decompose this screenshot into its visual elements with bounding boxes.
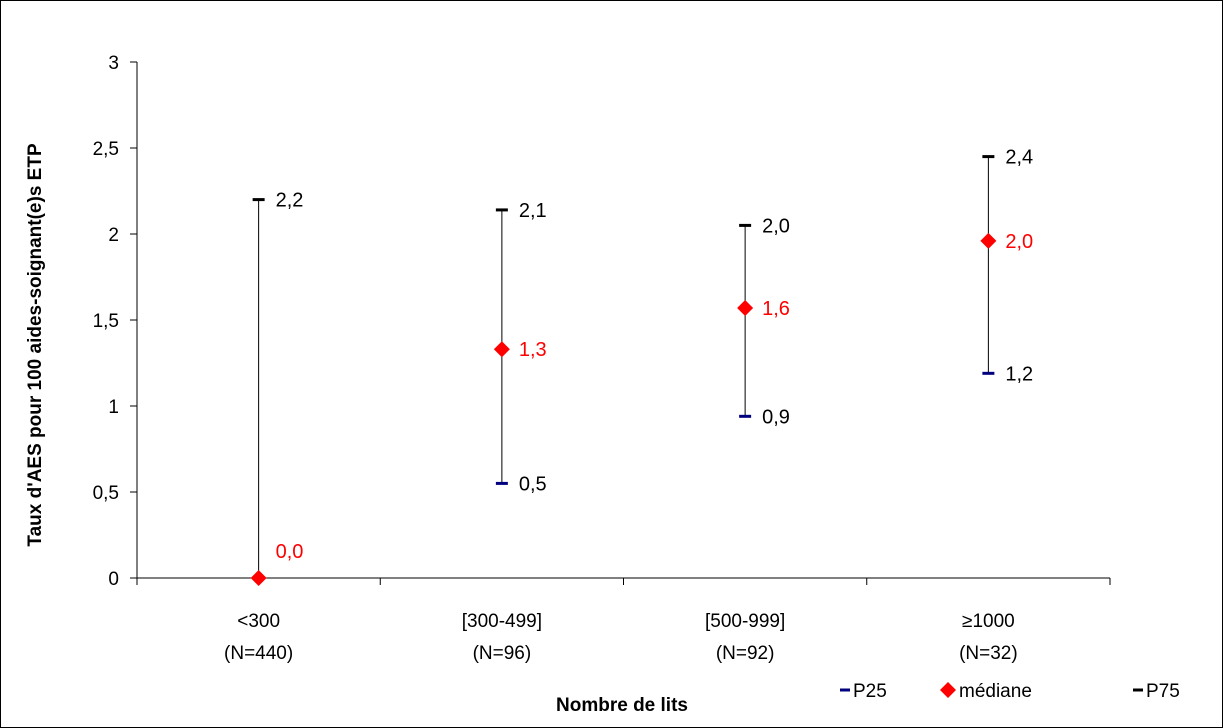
x-tick-label: ≥1000 — [962, 611, 1015, 632]
median-data-label: 0,0 — [276, 541, 304, 563]
p25-data-label: 0,5 — [519, 473, 547, 495]
p75-data-label: 2,1 — [519, 200, 547, 222]
p25-data-label: 0,9 — [762, 406, 790, 428]
legend: P25 médiane P75 — [840, 681, 1180, 702]
median-marker — [250, 570, 267, 586]
p25-legend-label: P25 — [853, 681, 887, 702]
marks — [250, 155, 997, 586]
p25-data-label: 1,2 — [1005, 363, 1033, 385]
median-data-label: 1,6 — [762, 298, 790, 320]
x-tick-label-n: (N=96) — [473, 643, 532, 664]
y-tick-label: 1 — [108, 397, 119, 418]
p75-data-label: 2,4 — [1005, 147, 1033, 169]
x-tick-label: [300-499] — [462, 611, 542, 632]
y-tick-label: 3 — [108, 53, 119, 74]
x-axis-title: Nombre de lits — [556, 695, 688, 716]
y-axis-title: Taux d'AES pour 100 aides-soignant(e)s E… — [25, 143, 46, 547]
x-tick-label-n: (N=92) — [716, 643, 775, 664]
y-tick-label: 1,5 — [93, 311, 119, 332]
x-tick-label-n: (N=32) — [959, 643, 1018, 664]
median-legend-label: médiane — [959, 681, 1032, 702]
axes: 0 0,5 1 1,5 2 2,5 3 <300 (N=440) [300-499] (N=96) [… — [93, 53, 1111, 664]
median-marker — [493, 341, 510, 358]
median-data-label: 2,0 — [1005, 231, 1033, 253]
p75-legend-label: P75 — [1146, 681, 1180, 702]
y-tick-label: 2 — [108, 225, 119, 246]
median-legend-marker — [940, 682, 956, 698]
range-lines — [258, 156, 989, 578]
median-data-label: 1,3 — [519, 339, 547, 361]
median-marker — [737, 299, 754, 316]
labels: 0,5 0,9 1,2 0,0 1,3 1,6 2,0 2,2 2,1 2,0 2,4 — [276, 147, 1034, 563]
x-tick-label: <300 — [237, 611, 280, 632]
y-tick-label: 2,5 — [93, 139, 119, 160]
p75-data-label: 2,2 — [276, 190, 304, 212]
y-tick-label: 0 — [108, 569, 119, 590]
median-marker — [980, 232, 997, 249]
x-tick-label: [500-999] — [705, 611, 785, 632]
y-tick-label: 0,5 — [93, 483, 119, 504]
x-tick-label-n: (N=440) — [224, 643, 293, 664]
p75-data-label: 2,0 — [762, 215, 790, 237]
